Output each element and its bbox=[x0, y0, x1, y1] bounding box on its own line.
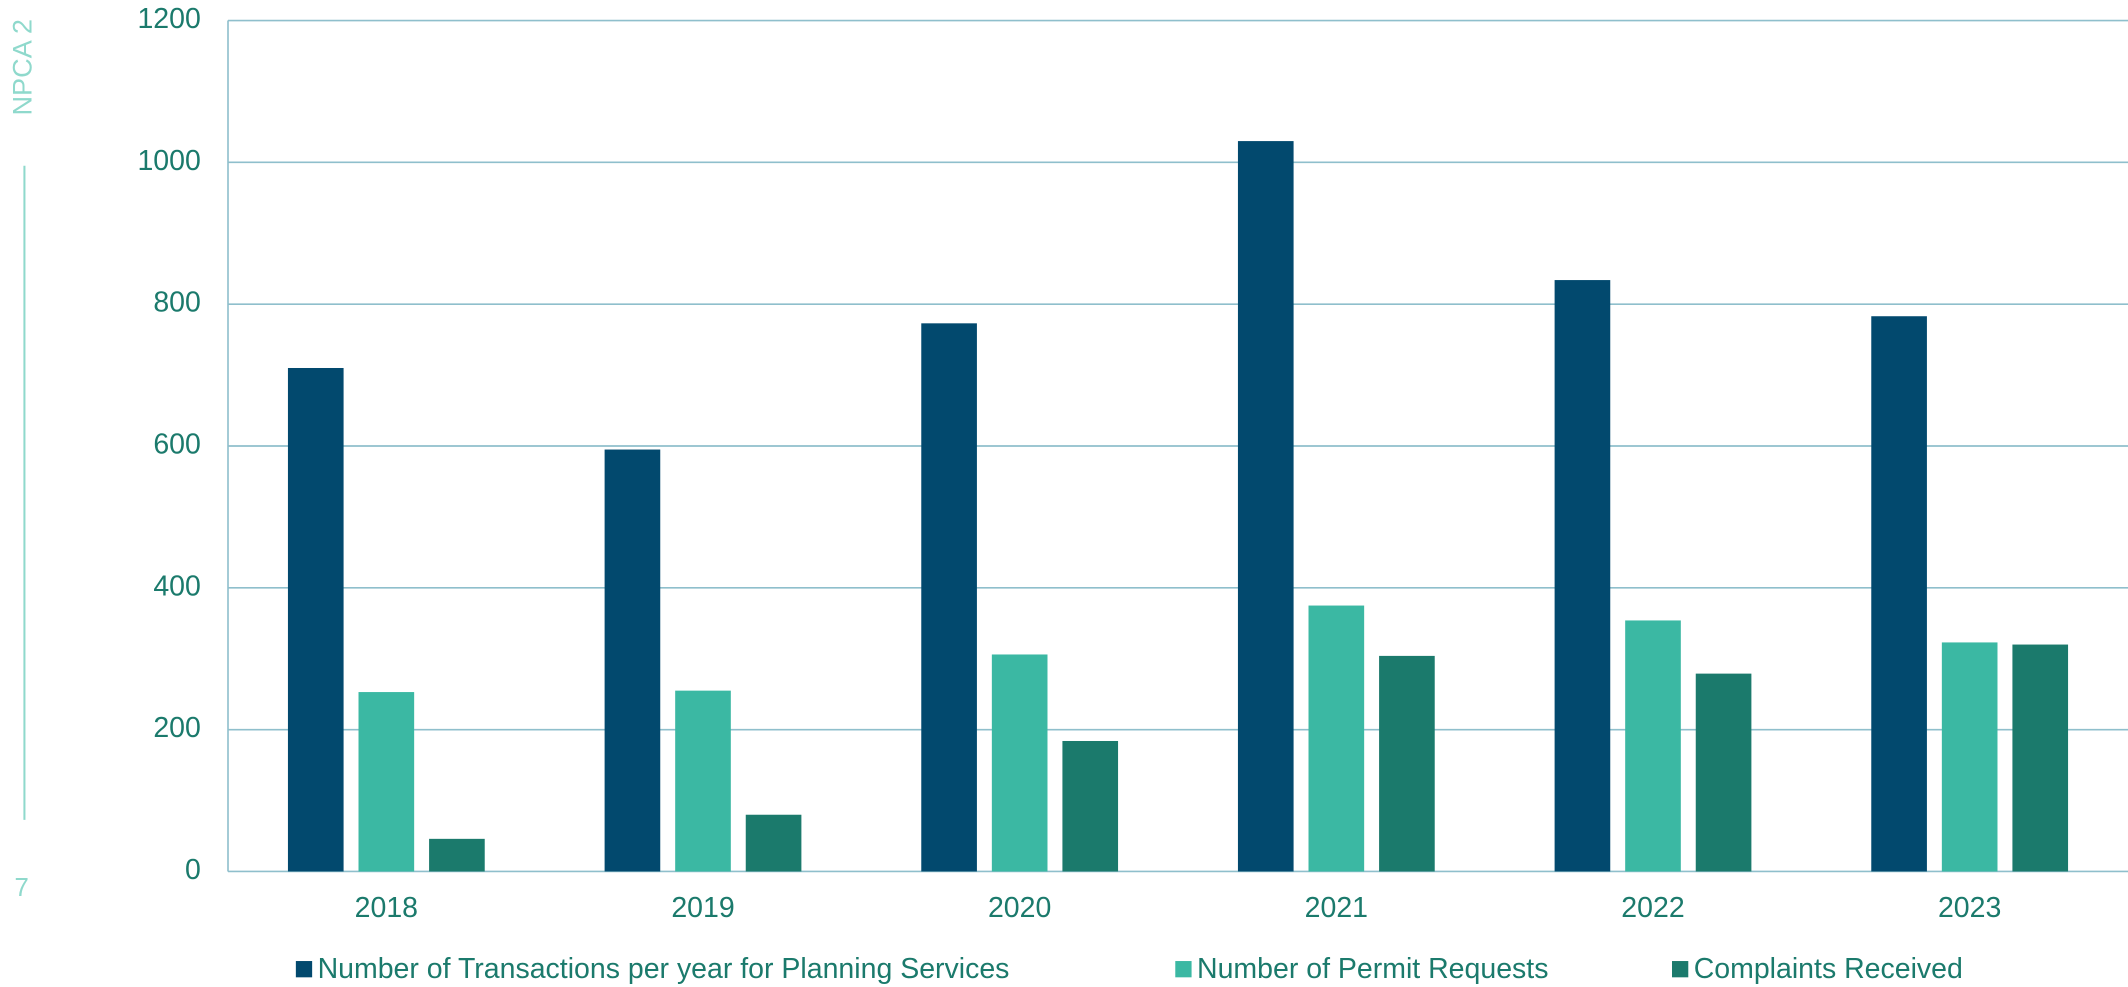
y-tick-label: 1000 bbox=[137, 145, 200, 177]
bar bbox=[429, 838, 485, 872]
bar bbox=[1554, 280, 1611, 872]
x-tick-label: 2021 bbox=[1305, 892, 1368, 924]
y-tick-label: 600 bbox=[153, 429, 201, 461]
legend-swatch bbox=[1672, 961, 1689, 978]
page-number: 7 bbox=[15, 874, 29, 902]
bar bbox=[745, 814, 802, 872]
bar bbox=[604, 449, 661, 872]
bar bbox=[1695, 673, 1752, 872]
x-tick-label: 2018 bbox=[355, 892, 418, 924]
x-tick-label: 2023 bbox=[1938, 892, 2001, 924]
bar bbox=[1308, 605, 1365, 872]
side-label: NPCA 2 bbox=[7, 19, 38, 116]
legend-label: Complaints Received bbox=[1694, 953, 1963, 985]
bar bbox=[1941, 642, 1998, 872]
legend-label: Number of Permit Requests bbox=[1197, 953, 1548, 985]
bar bbox=[921, 323, 977, 872]
bar bbox=[1237, 141, 1294, 872]
legend-swatch bbox=[295, 961, 313, 978]
legend-label: Number of Transactions per year for Plan… bbox=[318, 953, 1010, 985]
legend-swatch bbox=[1175, 961, 1192, 978]
bar bbox=[1379, 655, 1435, 872]
y-tick-label: 0 bbox=[185, 854, 201, 886]
y-tick-label: 1200 bbox=[137, 3, 200, 35]
bar bbox=[2012, 644, 2069, 872]
y-tick-label: 800 bbox=[153, 287, 201, 319]
bar bbox=[358, 692, 415, 872]
x-tick-label: 2019 bbox=[671, 892, 734, 924]
y-tick-label: 200 bbox=[153, 712, 201, 744]
bar bbox=[1871, 316, 1927, 872]
x-tick-label: 2020 bbox=[988, 892, 1051, 924]
y-tick-label: 400 bbox=[153, 570, 201, 602]
bar bbox=[1625, 620, 1681, 872]
bar bbox=[675, 690, 731, 872]
bar bbox=[287, 367, 344, 872]
bar bbox=[991, 654, 1048, 872]
bar bbox=[1062, 740, 1119, 872]
x-tick-label: 2022 bbox=[1621, 892, 1684, 924]
